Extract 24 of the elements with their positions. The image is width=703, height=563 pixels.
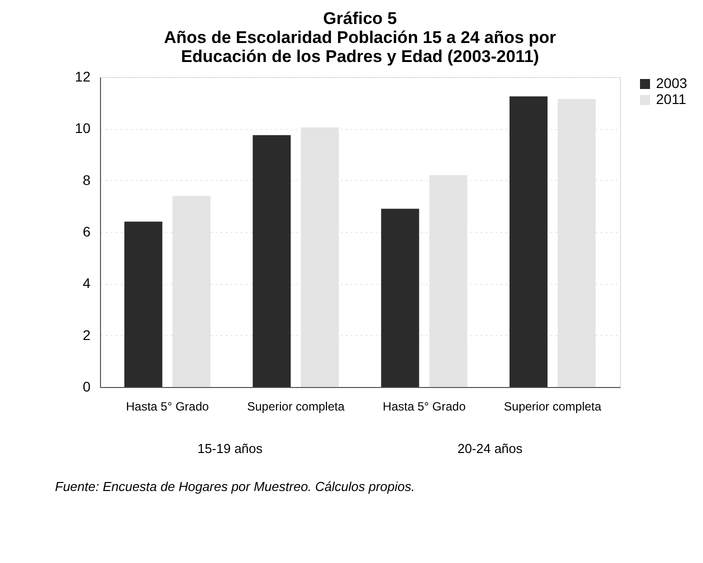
x-tick-label: Hasta 5° Grado (126, 400, 210, 414)
y-tick-label: 2 (82, 326, 91, 343)
legend-label: 2011 (656, 91, 686, 107)
legend-label: 2003 (656, 75, 688, 91)
bar (429, 175, 468, 387)
y-tick-label: 10 (74, 120, 91, 136)
text: Educación de los Padres y Edad (2003-2011) (180, 47, 540, 66)
source-note: Fuente: Encuesta de Hogares por Muestreo. Cálculos propios. (55, 479, 415, 494)
text: Años de Escolaridad Población 15 a 24 años por (164, 28, 556, 47)
y-tick-label: 12 (74, 68, 91, 84)
y-tick-label: 8 (82, 172, 91, 188)
bar (510, 96, 548, 387)
bar (124, 222, 162, 387)
x-tick-label: Hasta 5° Grado (382, 400, 466, 414)
bar (381, 208, 420, 387)
y-tick-label: 4 (82, 275, 91, 292)
text: 15-19 años (197, 441, 264, 456)
y-tick-label: 6 (82, 224, 91, 240)
bar (252, 135, 291, 387)
text: Gráfico 5 (323, 9, 397, 28)
text: 20-24 años (457, 441, 524, 456)
y-tick-label: 0 (82, 378, 91, 394)
x-tick-label: Superior completa (504, 400, 602, 414)
x-tick-label: Superior completa (247, 400, 345, 414)
